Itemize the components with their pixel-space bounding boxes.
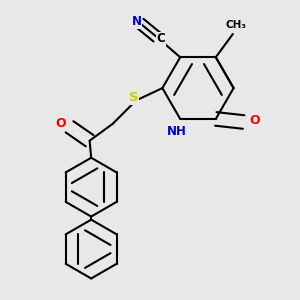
Text: N: N bbox=[132, 15, 142, 28]
Text: NH: NH bbox=[167, 125, 187, 138]
Text: S: S bbox=[129, 91, 138, 104]
Text: CH₃: CH₃ bbox=[225, 20, 246, 30]
Text: C: C bbox=[156, 32, 165, 45]
Text: O: O bbox=[249, 114, 260, 127]
Text: O: O bbox=[55, 117, 65, 130]
